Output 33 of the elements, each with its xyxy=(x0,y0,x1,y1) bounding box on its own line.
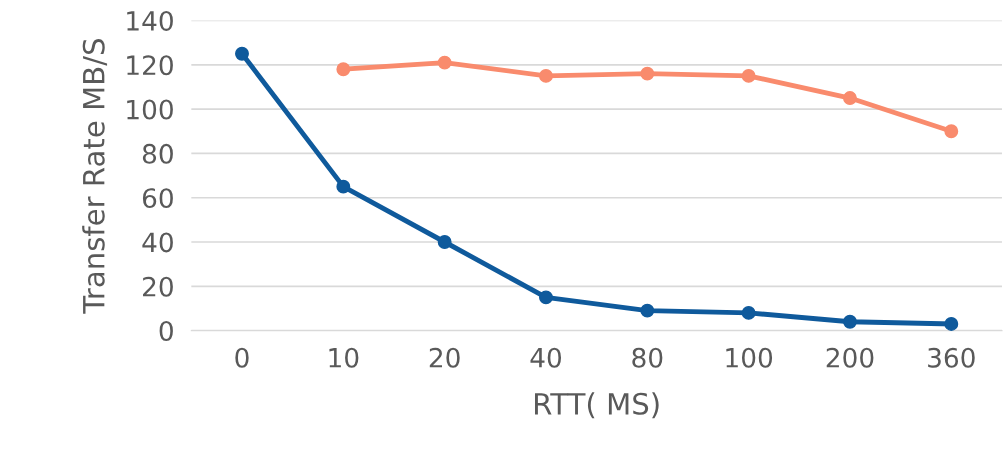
y-tick-label: 40 xyxy=(142,232,173,253)
point xyxy=(944,317,959,331)
point xyxy=(539,290,553,305)
x-tick-label: 10 xyxy=(329,347,359,368)
point xyxy=(235,46,249,61)
y-tick-label: 140 xyxy=(127,10,173,31)
x-tick-label: 100 xyxy=(726,347,773,368)
y-tick-label: 100 xyxy=(127,99,173,120)
point xyxy=(437,235,452,249)
point xyxy=(336,179,351,194)
point xyxy=(741,305,756,320)
point xyxy=(843,91,857,105)
x-tick-label: 360 xyxy=(928,347,975,368)
x-tick-label: 80 xyxy=(632,347,663,368)
x-tick-label: 20 xyxy=(429,347,460,368)
y-tick-label: 80 xyxy=(142,143,173,164)
x-tick-label: 40 xyxy=(530,347,562,368)
point xyxy=(843,314,857,329)
y-tick-label: 120 xyxy=(127,55,173,76)
x-tick-label: 200 xyxy=(826,347,874,368)
point xyxy=(741,68,756,83)
point xyxy=(336,62,351,77)
x-tick-label: 0 xyxy=(235,347,249,368)
y-tick-label: 60 xyxy=(142,188,173,209)
x-axis-title: RTT( MS) xyxy=(535,392,659,419)
point xyxy=(539,68,553,83)
point xyxy=(437,55,452,70)
y-tick-label: 0 xyxy=(159,321,173,341)
y-axis-title: Transfer Rate MB/S xyxy=(82,39,108,314)
point xyxy=(640,303,655,318)
point xyxy=(944,124,959,139)
point xyxy=(640,66,655,81)
y-tick-label: 20 xyxy=(143,276,173,297)
